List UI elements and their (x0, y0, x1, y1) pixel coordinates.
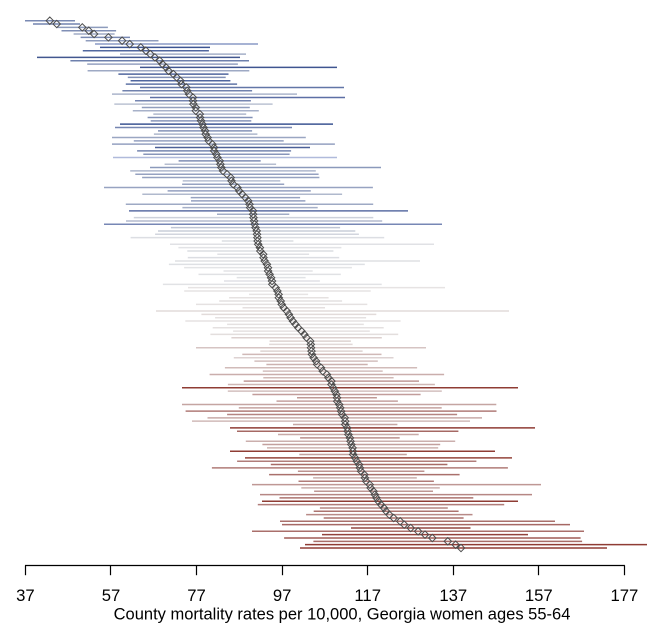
svg-text:177: 177 (610, 586, 638, 605)
svg-text:57: 57 (102, 586, 121, 605)
svg-text:County mortality rates per 10,: County mortality rates per 10,000, Georg… (114, 606, 571, 624)
svg-text:77: 77 (187, 586, 206, 605)
svg-text:137: 137 (439, 586, 467, 605)
svg-text:97: 97 (273, 586, 292, 605)
svg-text:117: 117 (354, 586, 381, 605)
svg-text:37: 37 (16, 586, 35, 605)
svg-text:157: 157 (525, 586, 553, 605)
